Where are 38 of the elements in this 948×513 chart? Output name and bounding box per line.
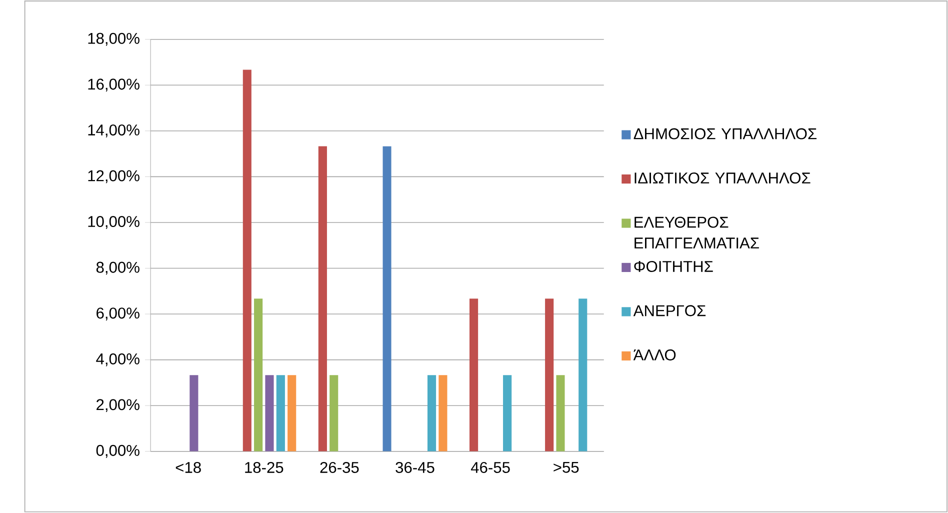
- bar: [427, 375, 436, 452]
- x-tick-label: >55: [554, 462, 579, 473]
- legend-label: ΦΟΙΤΗΤΗΣ: [634, 261, 713, 272]
- y-tick-label: 14,00%: [88, 124, 140, 138]
- y-tick-label: 2,00%: [96, 399, 140, 412]
- y-tick-label: 4,00%: [96, 353, 140, 366]
- legend-label: ΕΛΕΥΘΕΡΟΣ ΕΠΑΓΓΕΛΜΑΤΙΑΣ: [634, 216, 759, 249]
- y-tick-label: 18,00%: [88, 33, 140, 46]
- bar: [438, 375, 448, 452]
- bar: [503, 375, 512, 452]
- bar: [556, 375, 565, 452]
- legend-label: ΑΝΕΡΓΟΣ: [633, 305, 706, 316]
- y-tick-label: 6,00%: [96, 308, 140, 321]
- legend-label: ΙΔΙΩΤΙΚΟΣ ΥΠΑΛΛΗΛΟΣ: [634, 172, 810, 184]
- x-tick-label: 26-35: [320, 462, 359, 474]
- bar: [242, 70, 252, 452]
- legend-label: ΔΗΜΟΣΙΟΣ ΥΠΑΛΛΗΛΟΣ: [634, 128, 817, 140]
- legend-label: ΆΛΛΟ: [633, 350, 676, 361]
- bar: [469, 298, 478, 452]
- bar: [545, 298, 554, 452]
- bar: [254, 298, 263, 452]
- bar: [190, 375, 198, 452]
- x-tick-label: 46-55: [470, 462, 510, 474]
- bar: [265, 375, 274, 452]
- x-tick-label: 18-25: [245, 462, 284, 474]
- bar: [578, 298, 588, 452]
- bar: [318, 146, 327, 452]
- y-tick-label: 12,00%: [88, 170, 140, 184]
- y-tick-label: 16,00%: [88, 78, 140, 92]
- bar: [382, 146, 392, 452]
- bar: [276, 375, 285, 452]
- bar: [288, 375, 296, 452]
- x-tick-label: 36-45: [396, 462, 434, 474]
- y-tick-label: 10,00%: [88, 216, 140, 230]
- bar: [330, 375, 338, 452]
- x-tick-label: <18: [176, 462, 201, 474]
- y-tick-label: 8,00%: [96, 262, 140, 275]
- y-tick-label: 0,00%: [96, 445, 140, 458]
